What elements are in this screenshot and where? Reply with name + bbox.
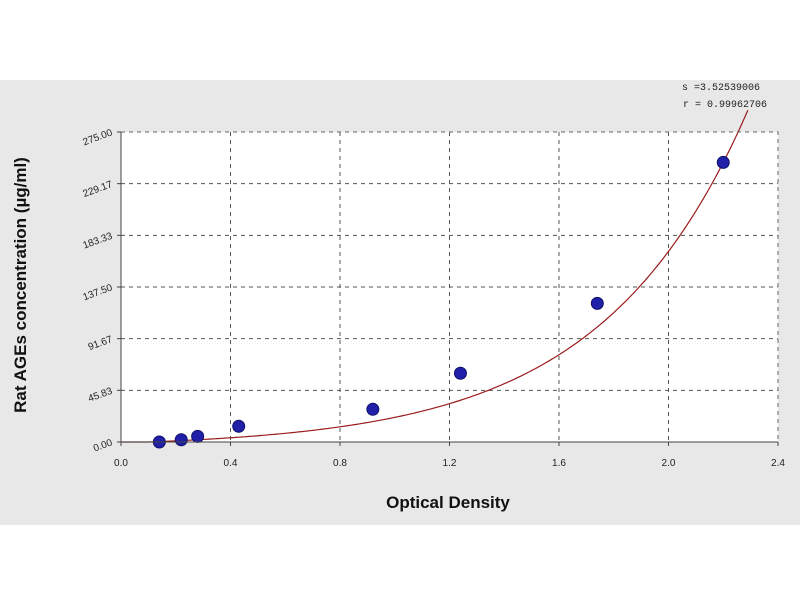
fit-curve-group bbox=[121, 109, 749, 443]
stat-s-value: s =3.52539006 bbox=[682, 83, 760, 94]
data-point bbox=[174, 433, 188, 447]
x-tick-label: 0.0 bbox=[114, 458, 128, 469]
y-tick-label: 275.00 bbox=[82, 127, 115, 148]
grid-lines bbox=[121, 132, 778, 442]
bottom-margin bbox=[0, 525, 800, 600]
y-tick-label: 183.33 bbox=[82, 231, 115, 252]
axes bbox=[117, 131, 779, 446]
x-tick-labels: 0.0 0.4 0.8 1.2 1.6 2.0 2.4 bbox=[114, 458, 785, 469]
y-tick-label: 45.83 bbox=[87, 386, 115, 405]
x-tick-label: 1.6 bbox=[552, 458, 566, 469]
data-point bbox=[590, 296, 604, 310]
y-tick-labels: 0.00 45.83 91.67 137.50 183.33 229.17 275.00 bbox=[82, 127, 115, 454]
fit-curve bbox=[121, 109, 749, 443]
y-tick-label: 0.00 bbox=[92, 437, 114, 454]
data-point bbox=[191, 429, 205, 443]
x-tick-label: 0.8 bbox=[333, 458, 347, 469]
x-tick-label: 2.0 bbox=[662, 458, 676, 469]
data-point bbox=[232, 419, 246, 433]
y-tick-label: 229.17 bbox=[82, 179, 115, 200]
y-axis-title: Rat AGEs concentration (µg/ml) bbox=[11, 157, 30, 413]
data-point bbox=[716, 155, 730, 169]
data-points bbox=[152, 155, 730, 449]
stat-r-value: r = 0.99962706 bbox=[683, 100, 767, 111]
y-tick-label: 137.50 bbox=[82, 282, 115, 303]
top-margin bbox=[0, 0, 800, 80]
data-point bbox=[453, 366, 467, 380]
x-axis-title: Optical Density bbox=[386, 493, 510, 512]
y-tick-label: 91.67 bbox=[87, 334, 115, 353]
x-tick-label: 1.2 bbox=[443, 458, 457, 469]
x-tick-label: 2.4 bbox=[771, 458, 785, 469]
x-tick-label: 0.4 bbox=[224, 458, 238, 469]
data-point bbox=[366, 402, 380, 416]
